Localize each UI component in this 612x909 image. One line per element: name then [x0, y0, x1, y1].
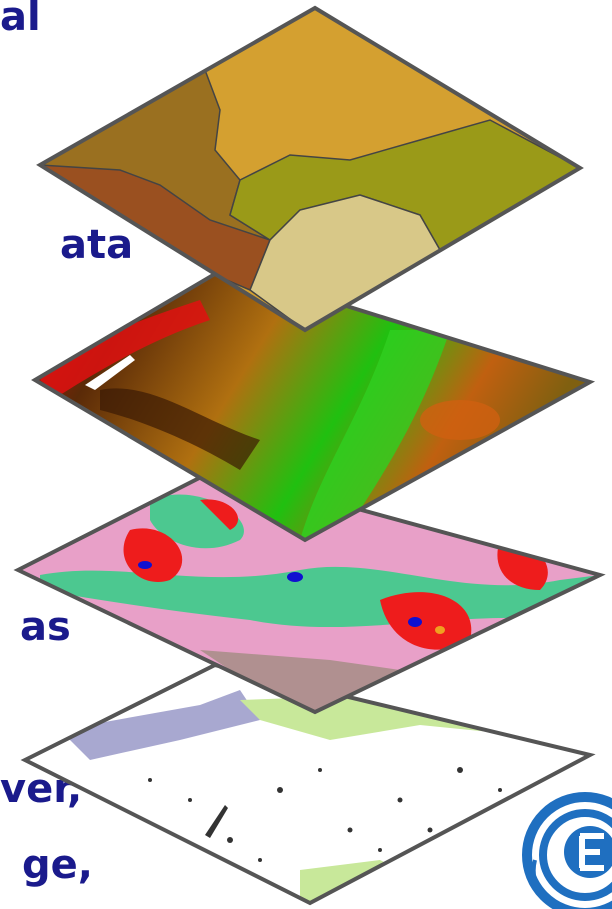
label-text: ge, — [22, 842, 93, 888]
label-text: as — [20, 604, 71, 650]
label-text: al — [0, 0, 41, 40]
layer-elevation — [31, 265, 596, 543]
label-text: ata — [60, 222, 133, 268]
layer-regions — [36, 5, 584, 333]
logo — [522, 792, 612, 909]
